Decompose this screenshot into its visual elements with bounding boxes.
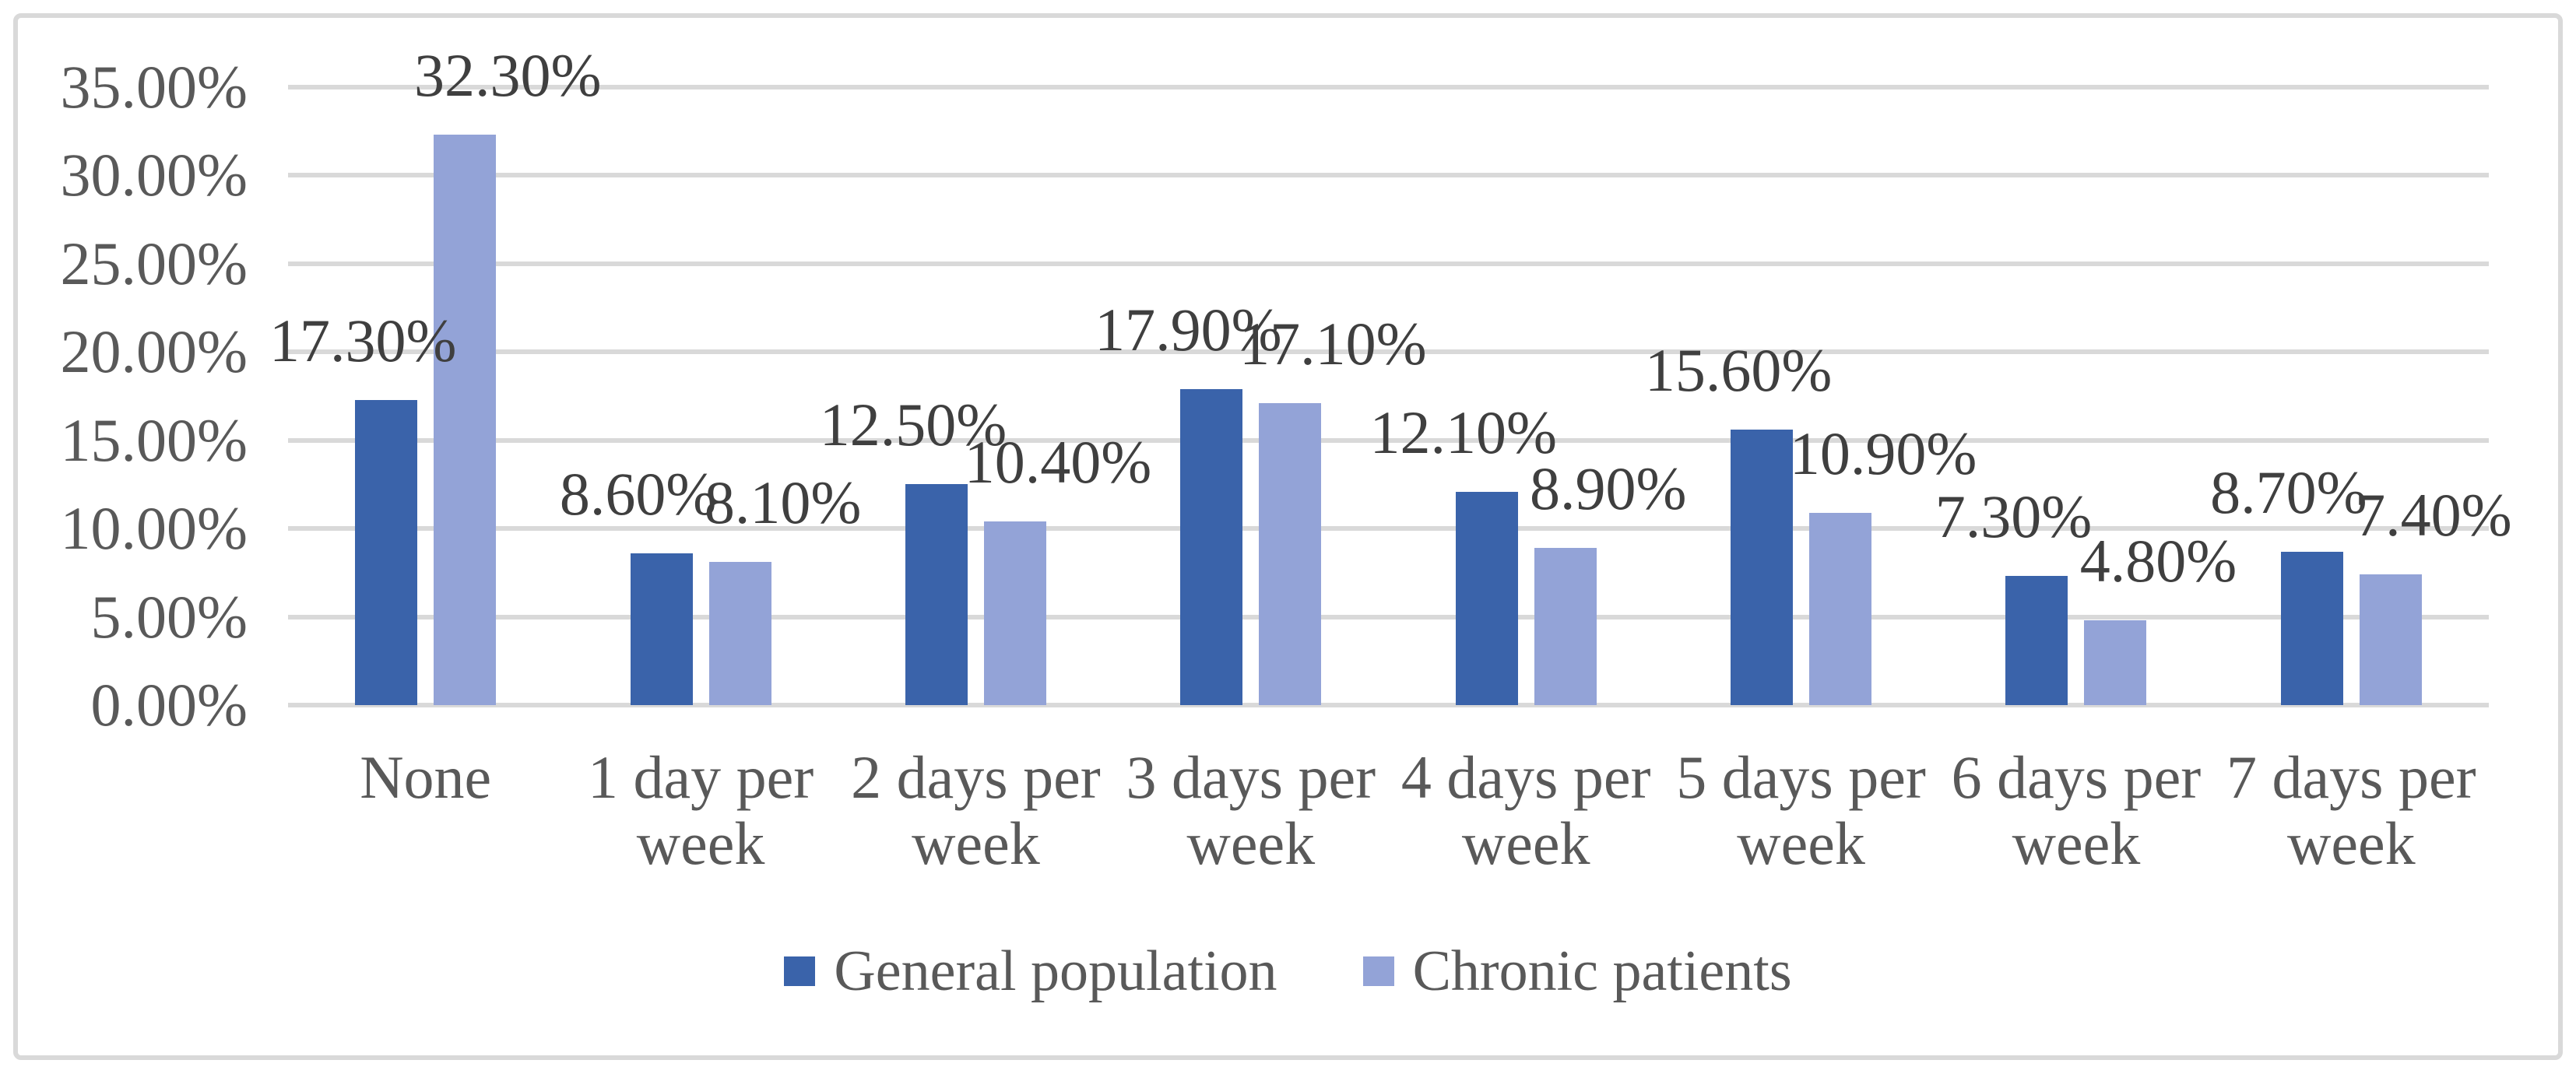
y-tick-label-15.00%: 15.00%	[60, 405, 248, 474]
x-category-label-line: week	[1186, 809, 1316, 877]
legend-swatch-general-population	[784, 956, 816, 986]
y-tick-label-25.00%: 25.00%	[60, 229, 248, 297]
bar-chronic-patients-none	[434, 135, 497, 705]
data-label-general-population-4-days-per-week: 12.10%	[1369, 398, 1557, 466]
y-tick-label-5.00%: 5.00%	[90, 582, 248, 651]
x-category-label-line: 2 days per	[851, 743, 1101, 811]
legend-label-chronic-patients: Chronic patients	[1412, 939, 1792, 1003]
x-category-label-line: 1 day per	[587, 743, 814, 811]
data-label-chronic-patients-7-days-per-week: 7.40%	[2355, 481, 2512, 549]
data-label-chronic-patients-5-days-per-week: 10.90%	[1789, 419, 1977, 487]
x-category-label-2-days-per-week: 2 days per week	[838, 744, 1113, 876]
y-tick-label-10.00%: 10.00%	[60, 494, 248, 563]
data-label-general-population-2-days-per-week: 12.50%	[819, 391, 1007, 459]
bar-general-population-none	[355, 399, 418, 705]
x-category-label-line: week	[2012, 809, 2141, 877]
x-category-label-line: 3 days per	[1126, 743, 1376, 811]
x-category-label-5-days-per-week: 5 days per week	[1664, 744, 1938, 876]
gridline-25.00%	[288, 261, 2489, 266]
x-axis-line	[288, 703, 2489, 707]
x-category-label-line: week	[912, 809, 1040, 877]
x-category-label-7-days-per-week: 7 days per week	[2214, 744, 2489, 876]
bar-chronic-patients-7-days-per-week	[2359, 574, 2422, 705]
y-tick-label-30.00%: 30.00%	[60, 141, 248, 209]
x-category-label-line: None	[360, 743, 492, 811]
data-label-general-population-6-days-per-week: 7.30%	[1935, 483, 2093, 551]
data-label-chronic-patients-none: 32.30%	[413, 41, 602, 110]
bar-chronic-patients-2-days-per-week	[983, 521, 1046, 705]
legend: General population Chronic patients	[0, 932, 2576, 1010]
gridline-30.00%	[288, 173, 2489, 178]
data-label-chronic-patients-3-days-per-week: 17.10%	[1239, 310, 1427, 378]
y-tick-label-35.00%: 35.00%	[60, 53, 248, 121]
bar-general-population-3-days-per-week	[1180, 388, 1243, 705]
gridline-5.00%	[288, 614, 2489, 619]
x-category-label-line: 4 days per	[1400, 743, 1651, 811]
data-label-general-population-5-days-per-week: 15.60%	[1644, 336, 1833, 405]
legend-item-general-population: General population	[784, 936, 1277, 1006]
x-category-label-line: week	[1461, 809, 1590, 877]
x-category-label-1-day-per-week: 1 day per week	[563, 744, 838, 876]
bar-chronic-patients-6-days-per-week	[2084, 620, 2147, 705]
bar-chronic-patients-3-days-per-week	[1259, 403, 1322, 705]
data-label-chronic-patients-6-days-per-week: 4.80%	[2079, 527, 2237, 595]
x-category-label-line: week	[2287, 809, 2416, 877]
data-label-general-population-none: 17.30%	[269, 306, 457, 374]
gridline-10.00%	[288, 526, 2489, 532]
gridline-15.00%	[288, 437, 2489, 443]
y-tick-label-20.00%: 20.00%	[60, 318, 248, 386]
x-category-label-line: week	[1737, 809, 1865, 877]
bar-chronic-patients-4-days-per-week	[1534, 548, 1597, 705]
data-label-general-population-3-days-per-week: 17.90%	[1095, 295, 1282, 363]
bar-general-population-7-days-per-week	[2280, 551, 2343, 705]
x-category-label-4-days-per-week: 4 days per week	[1389, 744, 1664, 876]
bar-general-population-5-days-per-week	[1731, 430, 1794, 705]
data-label-chronic-patients-4-days-per-week: 8.90%	[1529, 455, 1687, 523]
bar-general-population-2-days-per-week	[905, 484, 968, 705]
bar-chronic-patients-1-day-per-week	[708, 562, 771, 705]
legend-item-chronic-patients: Chronic patients	[1362, 936, 1792, 1006]
y-tick-label-0.00%: 0.00%	[90, 671, 248, 739]
bar-general-population-4-days-per-week	[1455, 491, 1518, 705]
data-label-general-population-1-day-per-week: 8.60%	[559, 459, 717, 528]
gridline-35.00%	[288, 85, 2489, 90]
data-label-chronic-patients-1-day-per-week: 8.10%	[704, 469, 862, 537]
x-category-label-none: None	[288, 744, 563, 810]
x-category-label-line: 6 days per	[1951, 743, 2202, 811]
bar-general-population-1-day-per-week	[630, 553, 693, 705]
bar-general-population-6-days-per-week	[2005, 576, 2068, 705]
x-category-label-line: 5 days per	[1676, 743, 1926, 811]
x-category-label-line: 7 days per	[2226, 743, 2476, 811]
legend-label-general-population: General population	[834, 939, 1277, 1003]
bar-chronic-patients-5-days-per-week	[1809, 512, 1872, 705]
data-label-chronic-patients-2-days-per-week: 10.40%	[964, 428, 1152, 497]
data-label-general-population-7-days-per-week: 8.70%	[2210, 458, 2367, 526]
gridline-20.00%	[288, 349, 2489, 355]
x-category-label-3-days-per-week: 3 days per week	[1113, 744, 1388, 876]
legend-swatch-chronic-patients	[1362, 956, 1394, 986]
x-category-label-6-days-per-week: 6 days per week	[1938, 744, 2213, 876]
x-category-label-line: week	[636, 809, 765, 877]
